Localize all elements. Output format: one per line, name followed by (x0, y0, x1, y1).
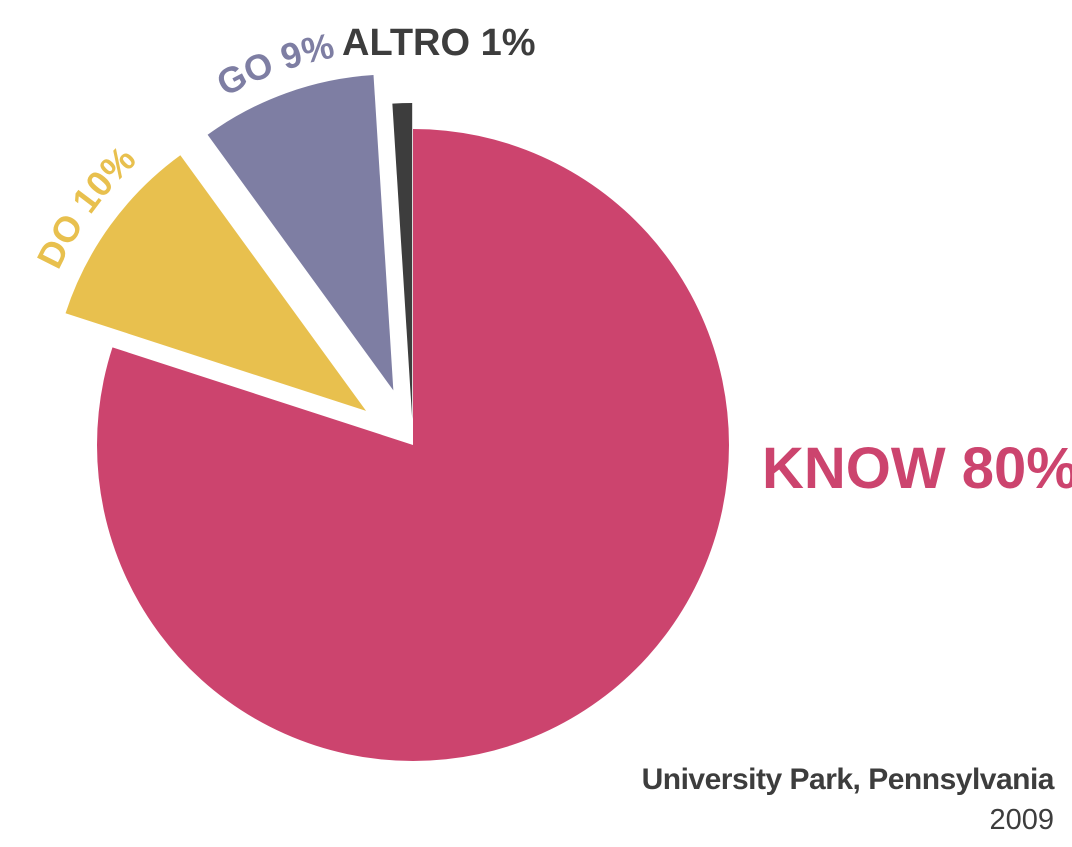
pie-slice-3 (207, 75, 394, 391)
chart-caption: University Park, Pennsylvania 2009 (641, 760, 1055, 840)
pie-slice-4 (392, 103, 413, 420)
slice-label-1: KNOW 80% (762, 436, 1072, 501)
caption-year: 2009 (989, 804, 1054, 836)
pie-slice-1 (96, 129, 730, 761)
slice-label-4: ALTRO 1% (342, 22, 536, 64)
caption-location: University Park, Pennsylvania (641, 763, 1055, 796)
pie-slice-2 (65, 155, 367, 411)
pie-slices (65, 75, 730, 761)
